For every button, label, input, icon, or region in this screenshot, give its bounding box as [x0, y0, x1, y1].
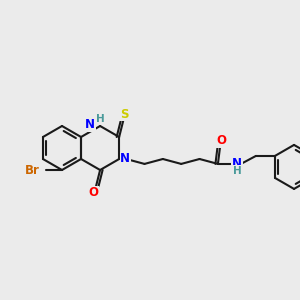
Text: S: S — [120, 107, 128, 121]
Text: O: O — [216, 134, 226, 147]
Text: N: N — [120, 152, 130, 166]
Text: H: H — [96, 114, 104, 124]
Text: N: N — [85, 118, 95, 131]
Text: H: H — [232, 166, 241, 176]
Text: N: N — [232, 158, 242, 170]
Text: Br: Br — [25, 164, 40, 176]
Text: O: O — [88, 187, 98, 200]
